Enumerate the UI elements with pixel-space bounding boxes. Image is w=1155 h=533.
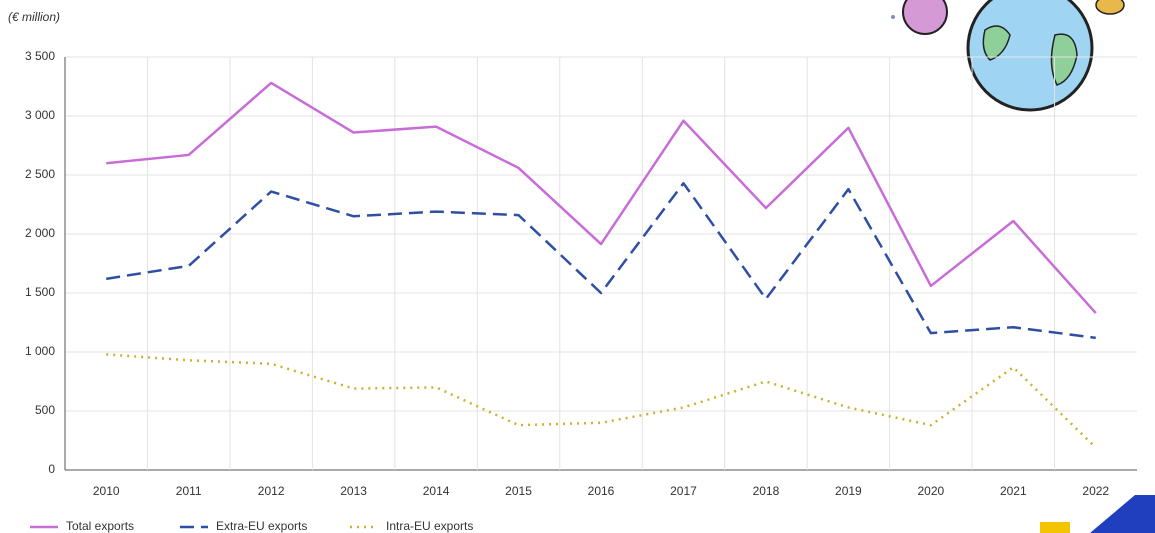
series-line: [106, 182, 1096, 340]
y-tick-label: 3 000: [25, 108, 55, 122]
y-tick-label: 3 500: [25, 49, 55, 63]
x-tick-label: 2013: [340, 484, 367, 498]
x-tick-label: 2016: [588, 484, 615, 498]
y-tick-label: 500: [35, 403, 55, 417]
y-tick-label: 1 000: [25, 344, 55, 358]
y-tick-label: 0: [48, 462, 55, 476]
y-tick-label: 1 500: [25, 285, 55, 299]
x-tick-label: 2019: [835, 484, 862, 498]
y-tick-label: 2 000: [25, 226, 55, 240]
x-tick-label: 2021: [1000, 484, 1027, 498]
series-line: [106, 353, 1097, 449]
x-tick-label: 2010: [93, 484, 120, 498]
decoration: [891, 0, 1155, 533]
x-tick-label: 2011: [176, 484, 202, 498]
x-tick-label: 2017: [670, 484, 697, 498]
x-tick-label: 2022: [1082, 484, 1109, 498]
x-tick-label: 2012: [258, 484, 285, 498]
chart-subtitle: (€ million): [8, 10, 60, 24]
series-line: [106, 81, 1097, 314]
legend-label: Intra-EU exports: [386, 519, 473, 533]
x-tick-label: 2014: [423, 484, 450, 498]
x-tick-label: 2018: [753, 484, 780, 498]
y-tick-label: 2 500: [25, 167, 55, 181]
legend-label: Total exports: [66, 519, 134, 533]
x-tick-label: 2015: [505, 484, 532, 498]
legend-label: Extra-EU exports: [216, 519, 307, 533]
x-tick-label: 2020: [917, 484, 944, 498]
